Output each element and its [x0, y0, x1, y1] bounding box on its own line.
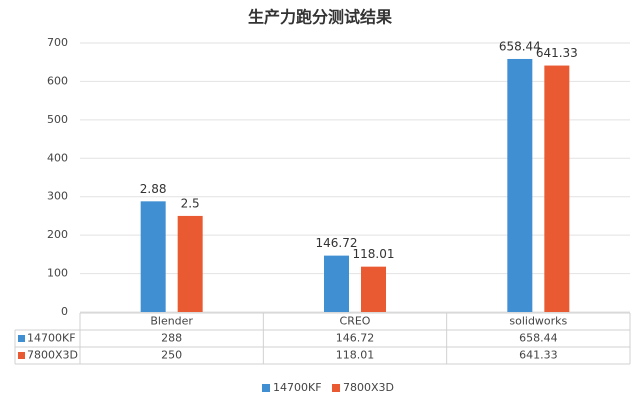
- legend-key: [332, 384, 340, 392]
- y-tick-label: 300: [47, 190, 68, 203]
- table-cell: 641.33: [519, 349, 558, 362]
- table-row-label: 7800X3D: [27, 349, 78, 362]
- chart-title: 生产力跑分测试结果: [248, 8, 392, 27]
- y-tick-label: 0: [61, 305, 68, 318]
- x-tick-label: solidworks: [509, 315, 567, 328]
- legend-key: [18, 352, 25, 359]
- bar: [361, 266, 386, 312]
- table-cell: 146.72: [336, 332, 375, 345]
- legend-label: 14700KF: [273, 381, 322, 394]
- bar: [544, 65, 570, 312]
- y-tick-label: 100: [47, 267, 68, 280]
- value-label: 118.01: [353, 247, 395, 261]
- bar: [140, 201, 166, 312]
- value-label: 2.88: [140, 182, 167, 196]
- x-tick-label: Blender: [150, 315, 193, 328]
- y-tick-label: 400: [47, 151, 68, 164]
- y-tick-label: 700: [47, 36, 68, 49]
- legend-label: 7800X3D: [343, 381, 394, 394]
- legend-key: [262, 384, 270, 392]
- table-row-label: 14700KF: [27, 332, 76, 345]
- table-cell: 658.44: [519, 332, 558, 345]
- y-tick-label: 500: [47, 113, 68, 126]
- table-cell: 118.01: [336, 349, 375, 362]
- bar: [177, 215, 203, 312]
- y-tick-label: 600: [47, 74, 68, 87]
- legend-key: [18, 335, 25, 342]
- y-tick-label: 200: [47, 228, 68, 241]
- value-label: 658.44: [499, 39, 541, 53]
- bar: [507, 58, 533, 312]
- bar: [324, 255, 349, 312]
- x-tick-label: CREO: [340, 315, 371, 328]
- value-label: 641.33: [536, 46, 578, 60]
- value-label: 2.5: [181, 196, 200, 210]
- table-cell: 250: [161, 349, 182, 362]
- table-cell: 288: [161, 332, 182, 345]
- value-label: 146.72: [316, 236, 358, 250]
